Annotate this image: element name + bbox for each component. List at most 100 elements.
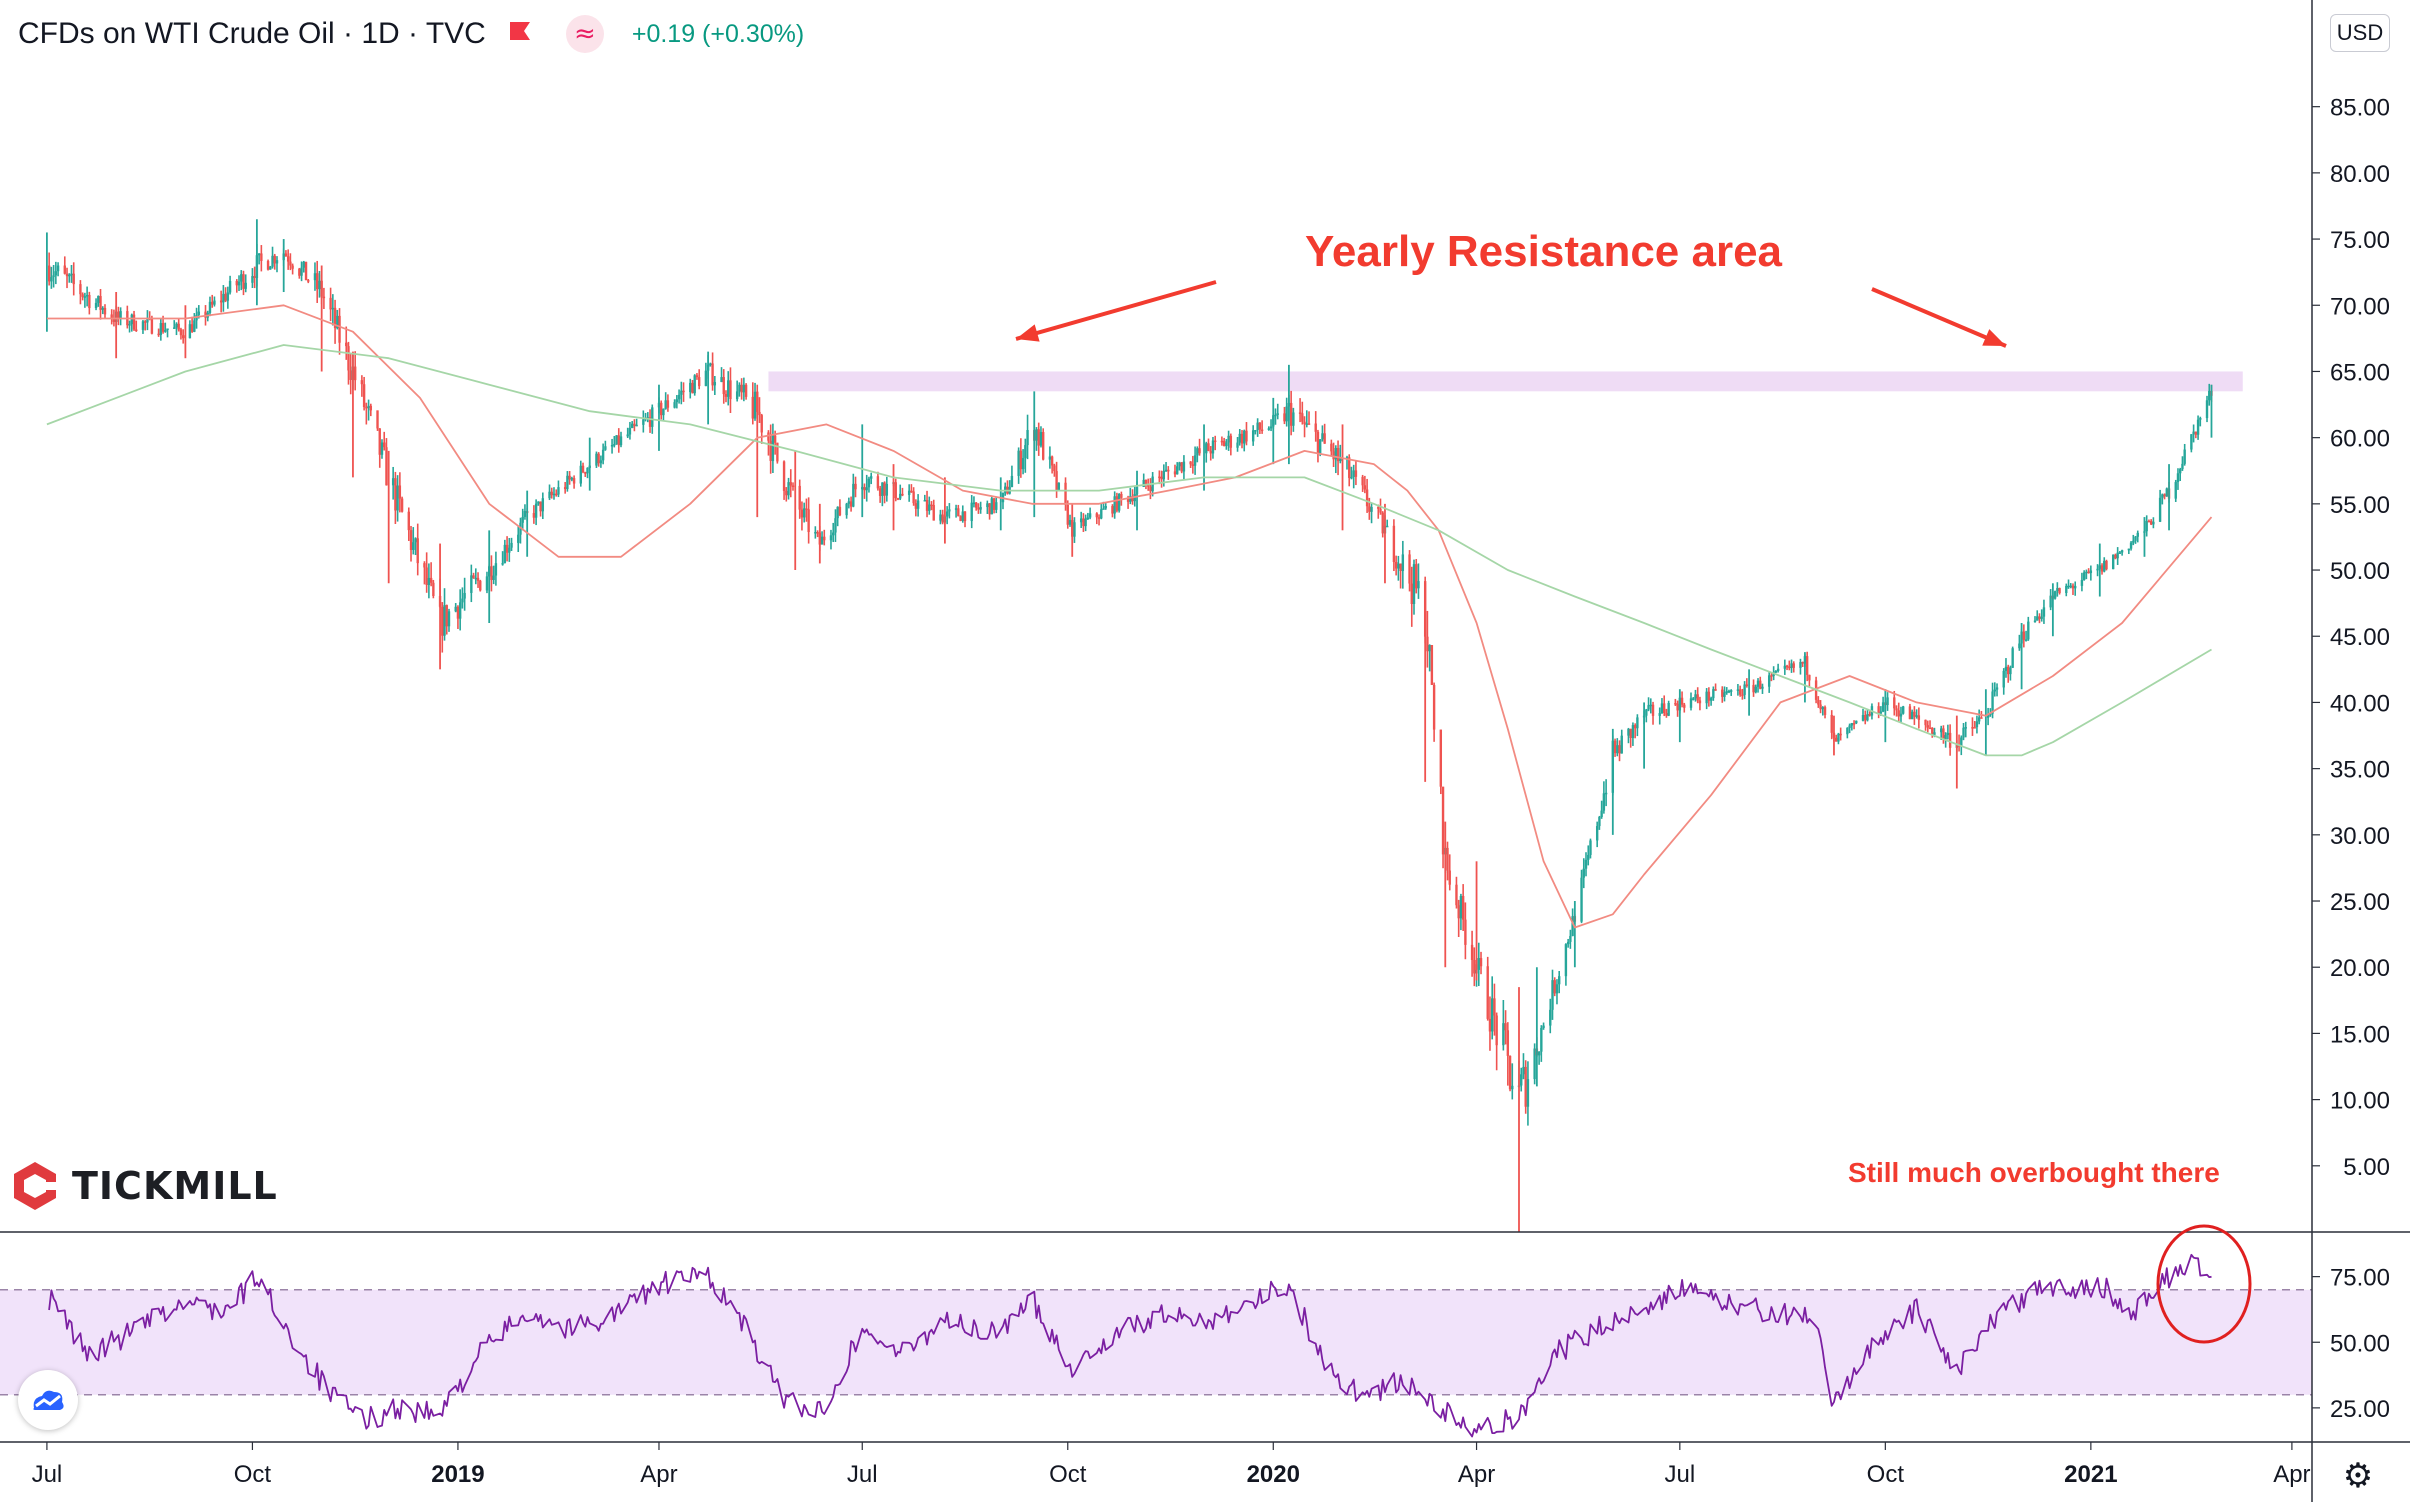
- candle-body: [463, 592, 466, 599]
- candle-body: [691, 382, 694, 394]
- candle-body: [1633, 725, 1637, 729]
- tradingview-badge[interactable]: [18, 1370, 78, 1430]
- candle-body: [1569, 935, 1572, 942]
- candle-body: [2040, 616, 2043, 619]
- candle-body: [2082, 572, 2086, 581]
- candle-body: [1902, 706, 1905, 714]
- candle-body: [1205, 443, 1208, 454]
- candle-body: [581, 465, 585, 473]
- candle-body: [995, 502, 998, 510]
- candle-body: [697, 377, 701, 387]
- candle-body: [211, 301, 214, 305]
- candle-body: [1549, 1009, 1552, 1026]
- candle-body: [1788, 666, 1791, 669]
- time-tick-label: Oct: [1867, 1461, 1905, 1488]
- candle-body: [642, 419, 645, 425]
- symbol-title[interactable]: CFDs on WTI Crude Oil · 1D · TVC: [18, 17, 486, 50]
- candle-body: [1736, 689, 1740, 691]
- candle-body: [1714, 689, 1717, 691]
- candle-body: [432, 582, 435, 596]
- candle-body: [867, 478, 871, 488]
- candle-body: [1540, 1028, 1543, 1052]
- candle-body: [1584, 859, 1588, 869]
- candle-body: [601, 449, 605, 461]
- candle-body: [492, 575, 495, 581]
- candle-body: [1689, 698, 1693, 708]
- candle-body: [664, 400, 667, 409]
- candle-body: [1426, 636, 1429, 652]
- candle-body: [365, 406, 368, 409]
- candle-body: [188, 324, 192, 339]
- candle-body: [735, 391, 739, 400]
- candle-body: [2027, 621, 2030, 640]
- candle-body: [416, 538, 419, 564]
- candle-body: [271, 255, 274, 267]
- candle-body: [1397, 563, 1400, 569]
- candle-body: [1486, 966, 1489, 1019]
- candle-body: [331, 307, 335, 310]
- candle-body: [157, 333, 160, 336]
- candle-body: [1705, 691, 1708, 704]
- candle-body: [329, 297, 332, 310]
- candle-body: [1439, 729, 1443, 787]
- candle-body: [2134, 536, 2137, 541]
- currency-button[interactable]: USD: [2330, 14, 2390, 52]
- candle-body: [773, 435, 777, 443]
- candle-body: [1410, 583, 1413, 604]
- candle-body: [269, 266, 272, 270]
- ema-fast-line: [46, 304, 2213, 929]
- candle-body: [286, 256, 290, 262]
- candle-body: [1613, 740, 1617, 754]
- candle-body: [586, 467, 589, 474]
- candle-body: [83, 296, 87, 298]
- candle-body: [2149, 521, 2153, 525]
- candle-body: [347, 346, 350, 371]
- candle-body: [1571, 916, 1574, 936]
- candle-body: [1595, 826, 1599, 841]
- candle-body: [986, 503, 989, 508]
- candle-body: [251, 276, 254, 283]
- candle-body: [1428, 645, 1431, 652]
- candle-body: [322, 296, 326, 299]
- candle-body: [1292, 412, 1295, 426]
- candle-body: [1473, 959, 1476, 974]
- candle-body: [682, 390, 685, 393]
- time-tick-label: Oct: [234, 1461, 272, 1488]
- candle-body: [1334, 448, 1338, 460]
- candle-body: [829, 535, 833, 541]
- candle-body: [802, 508, 806, 518]
- candle-body: [376, 410, 379, 429]
- candle-body: [175, 323, 178, 328]
- candle-body: [429, 577, 433, 583]
- settings-gear-icon[interactable]: ⚙: [2342, 1456, 2374, 1496]
- candle-body: [1989, 713, 1992, 716]
- candle-body: [253, 276, 256, 279]
- candle-body: [503, 544, 507, 564]
- candle-body: [769, 440, 772, 461]
- candle-body: [1582, 868, 1585, 878]
- candle-body: [1415, 564, 1418, 589]
- candle-body: [63, 265, 66, 274]
- candle-body: [1307, 423, 1311, 425]
- candle-body: [101, 307, 104, 310]
- candle-body: [1336, 448, 1340, 462]
- candle-body: [758, 411, 761, 416]
- rsi-tick-label: 50.00: [2330, 1330, 2390, 1357]
- candle-body: [1707, 691, 1711, 701]
- approx-wave-icon[interactable]: ≈: [565, 15, 604, 53]
- overbought-circle: [2156, 1224, 2252, 1344]
- candle-body: [1370, 507, 1373, 512]
- candle-body: [1303, 421, 1306, 425]
- candle-body: [213, 300, 216, 305]
- candle-body: [204, 311, 207, 318]
- candle-body: [52, 275, 55, 278]
- candle-body: [945, 511, 949, 517]
- candle-body: [1553, 980, 1556, 994]
- candle-body: [1039, 432, 1043, 446]
- candle-body: [633, 423, 636, 426]
- candle-body: [1245, 430, 1248, 442]
- candle-body: [675, 399, 679, 403]
- red-flag-icon[interactable]: [508, 19, 532, 49]
- candle-body: [782, 461, 786, 491]
- candle-body: [1926, 725, 1929, 728]
